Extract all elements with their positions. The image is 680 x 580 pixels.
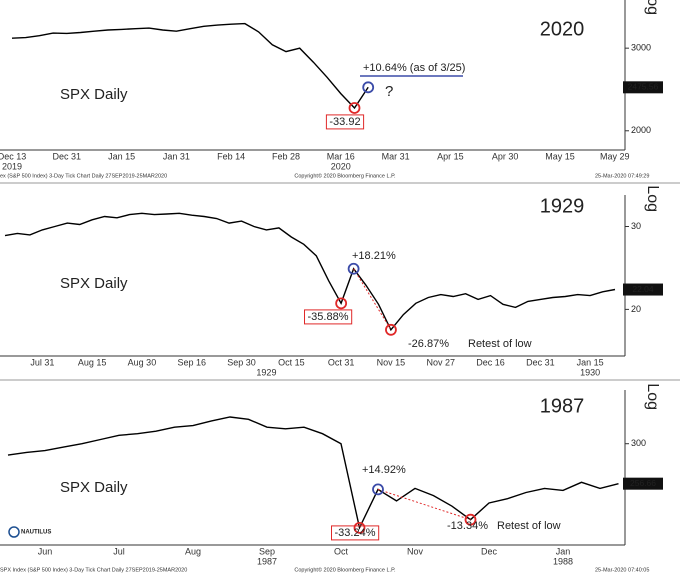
last-value-label: 22.04 — [632, 284, 654, 294]
x-tick-label: Oct 31 — [328, 357, 355, 367]
last-value-box — [623, 477, 663, 490]
x-tick-label: Nov 27 — [426, 357, 455, 367]
x-tick-label: Mar 16 — [327, 151, 355, 161]
x-tick-label: Feb 14 — [217, 151, 245, 161]
x-tick-label: Dec 13 — [0, 151, 26, 161]
chart-title: 1987 — [540, 395, 585, 417]
series-label: SPX Daily — [60, 479, 128, 496]
y-tick-label: 20 — [631, 304, 641, 314]
highlight-circle — [372, 483, 384, 496]
annotation: +10.64% (as of 3/25) — [363, 62, 465, 74]
x-tick-label: Jun — [38, 546, 53, 556]
last-value-box — [623, 283, 663, 296]
x-tick-label: Apr 15 — [437, 151, 464, 161]
annotation: +14.92% — [362, 464, 406, 476]
series-label: SPX Daily — [60, 86, 128, 103]
annotation: ? — [385, 83, 393, 100]
x-tick-label: May 15 — [545, 151, 575, 161]
annotation: -33.92 — [329, 116, 360, 128]
connector — [377, 488, 471, 521]
x-tick-label: Aug 30 — [128, 357, 157, 367]
last-value-label: 2475.56 — [628, 82, 659, 92]
annotation: -26.87% — [408, 338, 449, 350]
x-tick-label: Jan 31 — [163, 151, 190, 161]
highlight-circle — [335, 297, 348, 310]
x-tick-label: Jan 15 — [108, 151, 135, 161]
x-tick-label: Dec 16 — [476, 357, 505, 367]
x-tick-label: Sep 16 — [177, 357, 206, 367]
x-tick-label: Jul — [113, 546, 125, 556]
price-line — [11, 22, 369, 110]
footer-text: ex (S&P 500 Index) 3-Day Tick Chart Dail… — [0, 173, 167, 179]
price-line — [7, 416, 619, 530]
highlight-circle — [353, 521, 366, 534]
x-year-label: 1987 — [257, 556, 277, 566]
y-tick-label: 2000 — [631, 125, 651, 135]
x-year-label: 1988 — [553, 556, 573, 566]
last-value-box — [623, 81, 663, 94]
x-tick-label: Dec 31 — [53, 151, 82, 161]
x-tick-label: Oct — [334, 546, 349, 556]
annotation: +18.21% — [352, 250, 396, 262]
footer-text: 25-Mar-2020 07:49:29 — [595, 173, 649, 179]
last-value-label: 256.66 — [630, 478, 656, 488]
x-year-label: 2019 — [2, 161, 22, 171]
x-year-label: 1929 — [256, 367, 276, 377]
price-line — [4, 212, 616, 332]
highlight-circle — [464, 513, 477, 526]
x-year-label: 2020 — [331, 161, 351, 171]
x-tick-label: Dec 31 — [526, 357, 555, 367]
x-tick-label: Apr 30 — [492, 151, 519, 161]
chart-title: 2020 — [540, 18, 585, 40]
x-year-label: 1930 — [580, 367, 600, 377]
y-axis-label: Log — [644, 383, 661, 410]
x-tick-label: Jan 15 — [577, 357, 604, 367]
x-tick-label: Nov — [407, 546, 424, 556]
annotation-box — [304, 309, 353, 325]
y-tick-label: 3000 — [631, 43, 651, 53]
x-tick-label: Aug 15 — [78, 357, 107, 367]
y-axis-label: Log — [644, 0, 661, 15]
x-tick-label: Feb 28 — [272, 151, 300, 161]
annotation: -13.34% — [447, 520, 488, 532]
x-tick-label: May 29 — [600, 151, 630, 161]
x-tick-label: Jan — [556, 546, 571, 556]
x-tick-label: Mar 31 — [382, 151, 410, 161]
annotation: Retest of low — [468, 338, 532, 350]
annotation-box — [325, 114, 365, 130]
chart-title: 1929 — [540, 195, 585, 217]
x-tick-label: Dec — [481, 546, 498, 556]
series-label: SPX Daily — [60, 275, 128, 292]
footer-text: SPX Index (S&P 500 Index) 3-Day Tick Cha… — [0, 567, 187, 573]
annotation: -33.24% — [335, 527, 376, 539]
annotation: Retest of low — [497, 520, 561, 532]
x-tick-label: Sep — [259, 546, 275, 556]
highlight-circle — [347, 262, 360, 275]
footer-text: 25-Mar-2020 07:40:05 — [595, 567, 649, 573]
logo-icon — [8, 526, 20, 538]
highlight-circle — [362, 81, 375, 94]
y-tick-label: 30 — [631, 221, 641, 231]
x-tick-label: Aug — [185, 546, 201, 556]
logo-text: NAUTILUS — [21, 530, 51, 536]
connector — [353, 268, 392, 331]
x-tick-label: Jul 31 — [30, 357, 54, 367]
y-tick-label: 300 — [631, 438, 646, 448]
x-tick-label: Nov 15 — [377, 357, 406, 367]
y-axis-label: Log — [644, 185, 661, 212]
x-tick-label: Sep 30 — [227, 357, 256, 367]
footer-text: Copyright© 2020 Bloomberg Finance L.P. — [294, 566, 396, 573]
annotation: -35.88% — [308, 311, 349, 323]
highlight-circle — [385, 323, 397, 336]
x-tick-label: Oct 15 — [278, 357, 305, 367]
footer-text: Copyright© 2020 Bloomberg Finance L.P. — [294, 172, 396, 179]
highlight-circle — [348, 102, 361, 114]
annotation-box — [331, 525, 380, 541]
logo: NAUTILUS — [8, 526, 51, 538]
